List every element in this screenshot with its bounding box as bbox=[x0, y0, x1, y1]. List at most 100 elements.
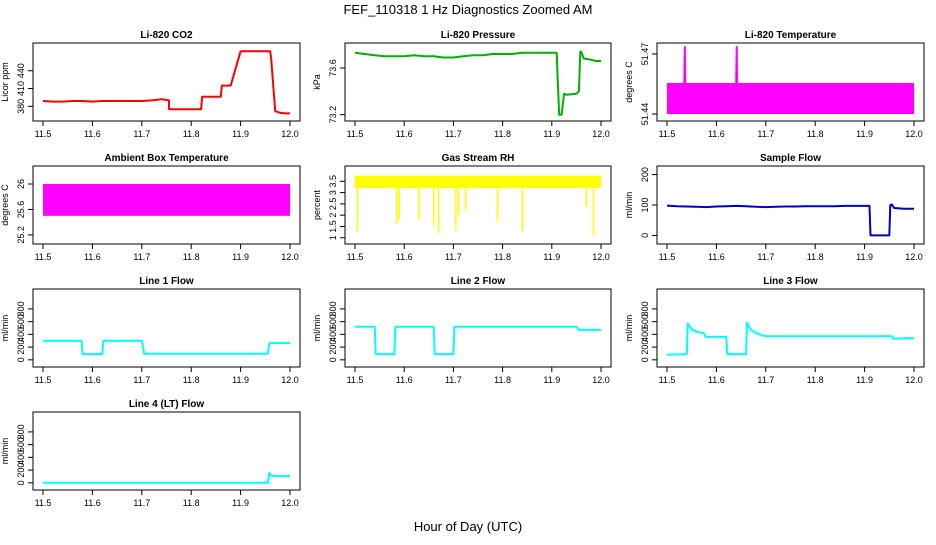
panel-title: Ambient Box Temperature bbox=[104, 153, 229, 164]
y-tick-label: 0 bbox=[16, 357, 26, 362]
y-tick-label: 26 bbox=[16, 179, 26, 189]
x-tick-label: 11.7 bbox=[133, 375, 150, 385]
y-tick-label: 200 bbox=[640, 167, 650, 182]
series-line bbox=[42, 195, 291, 205]
data-layer bbox=[667, 46, 914, 114]
x-tick-label: 12.0 bbox=[905, 375, 923, 385]
y-tick-label: 200 bbox=[16, 340, 26, 355]
series-line bbox=[667, 46, 914, 85]
y-tick-label: 200 bbox=[328, 340, 338, 355]
x-tick-label: 11.6 bbox=[84, 129, 101, 139]
plot-frame bbox=[656, 165, 925, 245]
y-tick-label: 3.5 bbox=[328, 175, 338, 188]
y-tick-label: 400 bbox=[640, 327, 650, 342]
x-tick-label: 11.9 bbox=[543, 252, 560, 262]
x-tick-label: 11.8 bbox=[807, 375, 824, 385]
series-line bbox=[43, 339, 290, 356]
y-tick-label: 800 bbox=[16, 301, 26, 316]
x-tick-label: 11.9 bbox=[856, 129, 873, 139]
x-tick-label: 11.6 bbox=[396, 375, 413, 385]
x-tick-label: 11.5 bbox=[35, 375, 52, 385]
x-tick-label: 11.8 bbox=[183, 129, 200, 139]
x-tick-label: 12.0 bbox=[281, 375, 299, 385]
y-tick-label: 51.44 bbox=[640, 103, 650, 126]
y-tick-label: 73.6 bbox=[328, 59, 338, 77]
plot-frame bbox=[344, 165, 612, 245]
y-axis-label: ml/min bbox=[0, 438, 10, 465]
x-tick-label: 11.5 bbox=[347, 375, 364, 385]
x-tick-label: 11.7 bbox=[445, 129, 462, 139]
x-tick-label: 11.7 bbox=[757, 375, 774, 385]
panel-title: Gas Stream RH bbox=[442, 153, 515, 164]
x-tick-label: 11.9 bbox=[856, 375, 873, 385]
x-tick-label: 11.6 bbox=[396, 129, 413, 139]
plot-frame bbox=[32, 165, 301, 245]
y-axis-label: degrees C bbox=[0, 184, 10, 226]
data-layer bbox=[354, 50, 601, 116]
y-tick-label: 600 bbox=[16, 437, 26, 452]
plot-frame bbox=[32, 42, 301, 122]
panel-9: Line 3 Flow ml/min 11.5 11.6 11.7 11.8 11.9 12.… bbox=[624, 276, 925, 385]
series-noise-band bbox=[667, 84, 914, 114]
panel-2: Li-820 Pressure kPa 11.5 11.6 11.7 11.8 11.9 12… bbox=[312, 30, 612, 139]
y-axis-label: ml/min bbox=[624, 315, 634, 342]
x-tick-label: 11.9 bbox=[856, 252, 873, 262]
panel-6: Sample Flow ml/min 11.5 11.6 11.7 11.8 11.9 12.… bbox=[624, 153, 925, 262]
y-tick-label: 200 bbox=[16, 463, 26, 478]
x-tick-label: 11.5 bbox=[347, 129, 364, 139]
series-line bbox=[666, 203, 914, 237]
y-tick-label: 800 bbox=[640, 301, 650, 316]
x-tick-label: 11.8 bbox=[494, 129, 511, 139]
x-tick-label: 12.0 bbox=[905, 129, 923, 139]
panel-title: Li-820 Pressure bbox=[441, 30, 516, 41]
x-tick-label: 11.6 bbox=[84, 252, 101, 262]
x-tick-label: 11.6 bbox=[708, 129, 725, 139]
data-layer bbox=[666, 321, 914, 356]
panel-title: Line 3 Flow bbox=[763, 276, 818, 287]
x-tick-label: 12.0 bbox=[592, 252, 610, 262]
x-tick-label: 12.0 bbox=[905, 252, 923, 262]
y-tick-label: 25.6 bbox=[16, 201, 26, 219]
panel-3: Li-820 Temperature degrees C 11.5 11.6 11.7 1… bbox=[624, 30, 925, 139]
y-axis-label: ml/min bbox=[0, 315, 10, 342]
panel-title: Line 4 (LT) Flow bbox=[129, 399, 205, 410]
x-tick-label: 11.8 bbox=[183, 252, 200, 262]
panel-title: Li-820 CO2 bbox=[140, 30, 193, 41]
x-tick-label: 11.5 bbox=[35, 498, 52, 508]
data-layer bbox=[42, 50, 290, 115]
y-tick-label: 380 bbox=[16, 99, 26, 114]
y-tick-label: 600 bbox=[16, 314, 26, 329]
y-tick-label: 400 bbox=[16, 327, 26, 342]
panel-title: Sample Flow bbox=[760, 153, 821, 164]
x-tick-label: 11.8 bbox=[183, 375, 200, 385]
x-tick-label: 11.7 bbox=[133, 129, 150, 139]
x-tick-label: 11.7 bbox=[445, 375, 462, 385]
y-tick-label: 600 bbox=[328, 314, 338, 329]
y-axis-label: degrees C bbox=[624, 61, 634, 103]
plot-frame bbox=[32, 411, 301, 491]
y-tick-label: 400 bbox=[16, 450, 26, 465]
y-tick-label: 200 bbox=[640, 340, 650, 355]
x-tick-label: 11.5 bbox=[659, 252, 676, 262]
x-tick-label: 11.8 bbox=[183, 498, 200, 508]
x-tick-label: 11.9 bbox=[543, 375, 560, 385]
data-layer bbox=[666, 203, 914, 237]
y-tick-label: 2 bbox=[328, 213, 338, 218]
y-axis-label: percent bbox=[312, 189, 322, 220]
x-tick-label: 11.7 bbox=[133, 498, 150, 508]
y-tick-label: 0 bbox=[328, 357, 338, 362]
y-tick-label: 1 bbox=[328, 235, 338, 240]
series-line bbox=[354, 50, 601, 116]
y-tick-label: 3 bbox=[328, 190, 338, 195]
y-tick-label: 73.2 bbox=[328, 106, 338, 124]
panel-1: Li-820 CO2 Licor ppm 11.5 11.6 11.7 11.8 11.9 1… bbox=[0, 30, 301, 139]
series-line bbox=[355, 325, 601, 356]
x-tick-label: 11.9 bbox=[232, 498, 249, 508]
y-tick-label: 440 bbox=[16, 63, 26, 78]
y-tick-label: 51.47 bbox=[640, 43, 650, 66]
series-line bbox=[43, 471, 290, 484]
y-axis-label: Licor ppm bbox=[0, 62, 10, 102]
panel-7: Line 1 Flow ml/min 11.5 11.6 11.7 11.8 11.9 12.… bbox=[0, 276, 301, 385]
